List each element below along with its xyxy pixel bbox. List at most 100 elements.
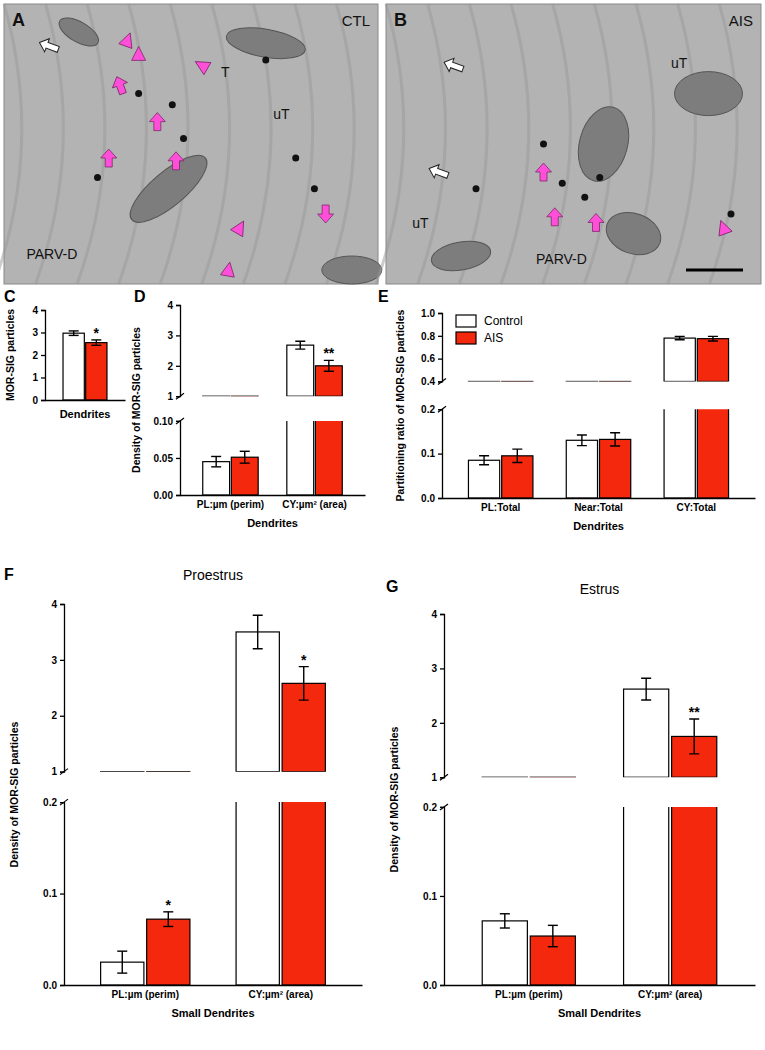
error-bar-cap	[548, 925, 558, 926]
y-tick: 0.2	[421, 404, 442, 415]
y-tick-mark	[438, 358, 442, 359]
y-tick-mark	[438, 453, 442, 454]
y-tick: 3	[51, 655, 64, 666]
error-bar-stem	[257, 615, 258, 649]
y-axis-line	[176, 421, 181, 495]
y-tick: 1	[51, 766, 64, 777]
x-tick: PL:µm (perim)	[495, 985, 562, 1000]
membrane	[0, 4, 22, 284]
membrane	[36, 4, 64, 284]
y-tick: 4	[51, 599, 64, 610]
axis-break	[60, 769, 68, 775]
y-tick: 0.4	[421, 376, 442, 387]
y-tick-mark	[176, 495, 180, 496]
chart-panel: 0.000.050.101234PL:µm (perim)CY:µm² (are…	[130, 0, 366, 529]
mitochondrion	[121, 145, 216, 233]
plot-marks	[468, 336, 728, 381]
x-axis-title: Small Dendrites	[558, 1007, 641, 1019]
plot-marks	[101, 802, 326, 985]
pink-arrow	[318, 205, 334, 223]
panel-letter: F	[4, 566, 14, 583]
y-tick-label: 0.6	[421, 353, 435, 364]
x-tick-label: PL:µm (perim)	[197, 499, 264, 510]
error-bar	[689, 719, 699, 754]
y-tick: 3	[32, 327, 45, 338]
error-bar-cap	[69, 330, 79, 331]
legend-label: AIS	[484, 331, 503, 345]
error-bar-cap	[240, 451, 250, 452]
y-tick-mark	[60, 660, 64, 661]
error-bar	[163, 912, 173, 927]
y-axis-title: Density of MOR-SIG particles	[388, 726, 400, 872]
x-tick-label: Near:Total	[574, 502, 623, 513]
y-tick: 0.0	[423, 980, 444, 991]
y-axis-title: Partitioning ratio of MOR-SIG particles	[394, 309, 406, 501]
scale-bar	[686, 269, 743, 272]
pink-arrowhead	[119, 30, 137, 48]
y-axis: 0.000.050.10	[154, 416, 181, 501]
panel-letter: G	[386, 578, 398, 595]
y-tick: 0.6	[421, 353, 442, 364]
y-axis-line	[438, 410, 443, 499]
plot-marks	[63, 331, 107, 400]
y-tick-label: 3	[32, 327, 38, 338]
error-bar-stem	[328, 360, 329, 371]
y-tick: 4	[167, 300, 180, 311]
micrograph-background	[386, 4, 761, 284]
y-tick: 1.0	[421, 308, 442, 319]
error-bar-stem	[303, 667, 304, 701]
y-axis: 0.00.10.2	[43, 797, 64, 991]
bar	[147, 919, 190, 985]
y-axis-line	[440, 615, 445, 778]
bar	[530, 777, 575, 778]
y-tick-mark	[41, 310, 45, 311]
y-tick-mark	[438, 313, 442, 314]
y-tick-mark	[440, 896, 444, 897]
error-bar-cap	[211, 466, 221, 467]
error-bar-cap	[117, 950, 127, 951]
error-bar	[253, 615, 263, 649]
error-bar-cap	[117, 972, 127, 973]
pink-arrow	[168, 152, 184, 170]
y-tick-label: 3	[431, 663, 437, 674]
error-bar-cap	[689, 753, 699, 754]
panel-letter: E	[378, 288, 389, 305]
x-tick: CY:Total	[677, 498, 717, 513]
x-axis-line	[181, 495, 366, 496]
y-tick-mark	[438, 336, 442, 337]
y-axis-line	[438, 314, 443, 382]
error-bar-cap	[211, 456, 221, 457]
x-axis-line	[443, 498, 756, 499]
plot-marks	[482, 807, 717, 985]
micrograph: ACTLTuTPARV-D	[0, 4, 382, 284]
figure-svg: ACTLTuTPARV-DBAISuTuTPARV-D01234*Dendrit…	[0, 0, 765, 1050]
x-axis: PL:µm (perim)CY:µm² (area)	[445, 985, 756, 1000]
structure-label: PARV-D	[26, 246, 77, 262]
pink-arrowhead	[192, 56, 211, 75]
y-tick-label: 2	[51, 710, 57, 721]
y-tick: 2	[431, 718, 444, 729]
legend-item: AIS	[456, 331, 503, 345]
x-tick-label: CY:µm² (area)	[248, 989, 312, 1000]
y-axis: 01234	[32, 305, 45, 406]
micrograph-background	[4, 4, 378, 284]
bar	[624, 807, 669, 985]
bar	[697, 339, 728, 382]
chart-title: Estrus	[580, 581, 620, 597]
y-axis: 0.00.10.2	[423, 802, 444, 991]
error-bar-cap	[240, 462, 250, 463]
y-tick-mark	[176, 335, 180, 336]
y-tick-label: 0.2	[43, 797, 57, 808]
y-tick-label: 0.0	[421, 493, 435, 504]
y-tick-mark	[60, 893, 64, 894]
x-tick: CY:µm² (area)	[282, 495, 346, 510]
error-bar-cap	[577, 445, 587, 446]
significance-label: *	[301, 652, 307, 668]
error-bar-stem	[645, 678, 646, 700]
white-arrow	[427, 162, 451, 182]
error-bar-cap	[500, 913, 510, 914]
y-tick-label: 4	[51, 599, 57, 610]
error-bar-stem	[552, 925, 553, 946]
legend-swatch	[456, 332, 476, 344]
y-tick-label: 1	[167, 391, 173, 402]
